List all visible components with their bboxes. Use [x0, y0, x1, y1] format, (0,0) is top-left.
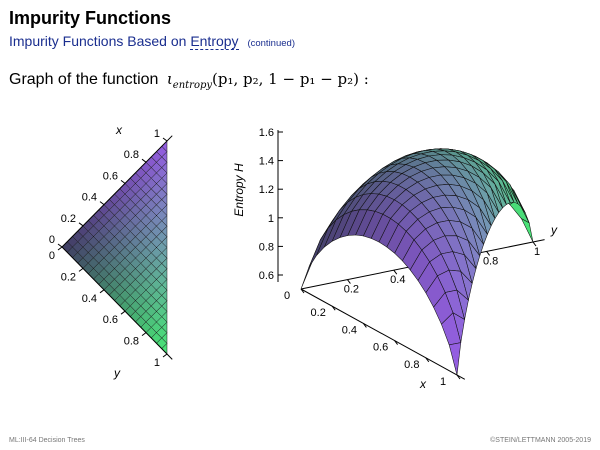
simplex-y-tick-label: 0.6: [103, 314, 118, 326]
simplex-cell: [161, 321, 168, 334]
simplex-y-tick-label: 1: [154, 357, 160, 369]
simplex-plot: 0 0.2 0.4 0.6 0.8 1 0 0.2 0.4 0.6 0.8 1 x y: [49, 123, 173, 380]
function-args: (p₁, p₂, 1 − p₁ − p₂) :: [212, 70, 369, 88]
surface-z-tick-label: 1: [268, 213, 274, 225]
surface-y-tick: [532, 241, 537, 247]
surface-x-tick: [300, 288, 305, 294]
surface-y-tick-label: 0.4: [390, 274, 405, 286]
simplex-x-tick: [162, 137, 168, 142]
simplex-cell: [161, 278, 168, 291]
surface-y-tick: [346, 279, 351, 284]
function-symbol: ι: [166, 70, 173, 88]
simplex-y-tick: [99, 289, 105, 294]
simplex-cell: [161, 204, 168, 217]
simplex-cell: [161, 193, 168, 206]
slide-subtitle: Impurity Functions Based on Entropy (con…: [9, 33, 295, 50]
simplex-x-tick-label: 1: [154, 128, 160, 140]
surface-y-tick-label: 0.2: [344, 284, 359, 296]
simplex-x-tick: [78, 222, 84, 227]
simplex-cell: [161, 151, 168, 163]
surface-x-tick-label: 0.2: [311, 307, 326, 319]
simplex-x-tick-label: 0.2: [61, 213, 76, 225]
surface-x-tick-label: 1: [440, 376, 446, 388]
simplex-x-tick: [141, 158, 147, 163]
simplex-cell: [161, 300, 168, 313]
surface-x-tick-label: 0.6: [373, 342, 388, 354]
function-formula: ιentropy(p₁, p₂, 1 − p₁ − p₂) :: [166, 70, 369, 91]
surface-y-tick-label: 1: [534, 246, 540, 258]
simplex-x-tick: [99, 201, 105, 206]
surface-cell: [520, 217, 534, 243]
simplex-y-axis: [61, 246, 173, 360]
simplex-cell: [161, 289, 168, 302]
simplex-y-tick: [78, 267, 84, 272]
surface-x-tick-label: 0: [284, 290, 290, 302]
surface-x-axis: [300, 288, 466, 380]
simplex-cell: [161, 182, 168, 195]
surface-z-tick-label: 1.2: [259, 184, 274, 196]
simplex-cell: [161, 161, 168, 174]
surface-y-label: y: [550, 223, 558, 237]
surface-cell: [308, 227, 329, 268]
simplex-y-tick-label: 0.8: [124, 336, 139, 348]
simplex-x-tick-label: 0.6: [103, 170, 118, 182]
simplex-cell: [161, 225, 168, 238]
subtitle-note: (continued): [247, 38, 295, 49]
simplex-cell: [161, 257, 168, 270]
surface-x-tick: [456, 374, 461, 380]
simplex-cell: [161, 246, 168, 259]
surface-x-tick: [425, 357, 430, 363]
caption-text: Graph of the function: [9, 71, 159, 88]
simplex-y-tick: [162, 353, 168, 358]
surface-z-label: Entropy H: [232, 163, 246, 217]
surface-y-tick: [486, 251, 491, 256]
simplex-x-tick-label: 0: [49, 234, 55, 246]
surface-x-tick: [362, 323, 367, 328]
simplex-cell: [161, 214, 168, 227]
surface-z-tick-label: 0.6: [259, 270, 274, 282]
simplex-cell: [161, 268, 168, 281]
simplex-x-label: x: [115, 123, 123, 137]
simplex-y-tick-label: 0.2: [61, 271, 76, 283]
surface-x-label: x: [419, 377, 427, 391]
simplex-x-tick: [57, 243, 63, 248]
simplex-cell: [161, 332, 168, 344]
footer-left: ML:III-64 Decision Trees: [9, 437, 85, 444]
surface-plot: 0.6 0.8 1 1.2 1.4 1.6 Entropy H 0 0.2 0.4 0.6 0.8 1 0…: [232, 127, 558, 391]
surface-y-tick-label: 0.8: [483, 255, 498, 267]
entropy-link[interactable]: Entropy: [190, 33, 239, 50]
surface-x-tick-label: 0.8: [404, 359, 419, 371]
simplex-cell: [161, 236, 168, 249]
graph-caption: Graph of the function ιentropy(p₁, p₂, 1…: [9, 70, 369, 91]
simplex-y-tick: [57, 246, 63, 251]
footer-right: ©STEIN/LETTMANN 2005-2019: [490, 437, 591, 444]
function-subscript: entropy: [172, 80, 213, 91]
simplex-y-tick: [120, 310, 126, 315]
simplex-x-tick-label: 0.4: [82, 192, 97, 204]
surface-y-tick: [393, 269, 398, 275]
simplex-y-tick-label: 0: [49, 250, 55, 262]
simplex-y-tick-label: 0.4: [82, 293, 97, 305]
surface-x-tick-label: 0.4: [342, 324, 357, 336]
simplex-x-tick-label: 0.8: [124, 149, 139, 161]
simplex-x-axis: [61, 135, 173, 248]
simplex-y-tick: [141, 332, 147, 337]
simplex-x-tick: [120, 179, 126, 184]
surface-z-tick-label: 1.6: [259, 127, 274, 139]
surface-z-tick-label: 0.8: [259, 241, 274, 253]
surface-x-tick: [331, 305, 336, 311]
simplex-cell: [161, 310, 168, 323]
surface-z-tick-label: 1.4: [259, 156, 274, 168]
subtitle-text: Impurity Functions Based on: [9, 33, 187, 49]
simplex-y-label: y: [113, 366, 121, 380]
surface-cell: [448, 342, 462, 376]
surface-x-tick: [394, 340, 399, 345]
slide-title: Impurity Functions: [9, 8, 171, 28]
simplex-cell: [161, 172, 168, 185]
